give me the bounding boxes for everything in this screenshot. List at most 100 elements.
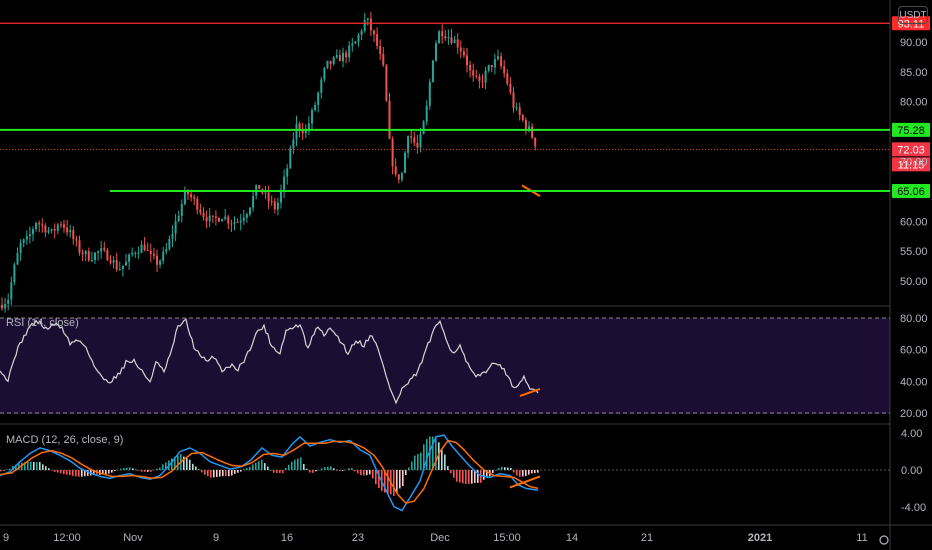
candle-body	[165, 249, 168, 252]
macd-histogram-bar	[219, 470, 221, 477]
candle-body	[360, 30, 363, 35]
macd-histogram-bar	[477, 470, 479, 483]
macd-histogram-bar	[51, 470, 53, 471]
macd-histogram-bar	[105, 470, 107, 474]
candle-body	[190, 194, 193, 198]
macd-histogram-bar	[405, 470, 407, 475]
candle-body	[450, 37, 453, 44]
macd-histogram-bar	[450, 470, 452, 474]
candle-body	[286, 168, 289, 177]
macd-histogram-bar	[447, 466, 449, 470]
macd-histogram-bar	[84, 470, 86, 477]
candle-body	[407, 136, 410, 153]
candle-body	[292, 139, 295, 149]
macd-histogram-bar	[72, 470, 74, 476]
candle-body	[78, 240, 81, 253]
horizontal-levels[interactable]	[0, 22, 890, 193]
candle-body	[307, 123, 310, 131]
macd-histogram-bar	[54, 470, 56, 472]
candle-body	[10, 282, 13, 300]
macd-histogram-bar	[279, 470, 281, 474]
candle-body	[466, 55, 468, 66]
macd-histogram-bar	[111, 470, 113, 473]
price-tick-label: 90.00	[900, 37, 928, 49]
macd-histogram-bar	[141, 470, 143, 472]
rsi-tick-label: 60.00	[900, 345, 928, 357]
candle-body	[521, 115, 524, 121]
macd-histogram-bar	[285, 467, 287, 470]
candle-body	[338, 55, 341, 62]
rsi-tick-label: 20.00	[900, 408, 928, 420]
time-axis-label: 15:00	[493, 532, 521, 544]
macd-title[interactable]: MACD (12, 26, close, 9)	[6, 434, 123, 446]
candle-body	[379, 45, 382, 55]
time-axis-label: 9	[3, 532, 9, 544]
macd-histogram-bar	[69, 470, 71, 476]
candle-body	[273, 201, 276, 210]
candle-body	[208, 215, 211, 222]
candle-body	[149, 250, 152, 255]
candle-body	[81, 252, 84, 255]
macd-histogram-bar	[429, 436, 431, 470]
candle-body	[478, 76, 481, 82]
candle-body	[503, 66, 506, 74]
time-axis-label: 14	[566, 532, 578, 544]
rsi-pane[interactable]	[0, 318, 541, 405]
candle-body	[177, 216, 180, 222]
candle-body	[187, 190, 189, 195]
macd-histogram-bar	[510, 467, 512, 470]
macd-histogram-bar	[213, 470, 215, 478]
macd-histogram-bar	[240, 470, 242, 472]
candle-body	[75, 239, 78, 241]
gear-icon[interactable]	[879, 535, 889, 545]
candle-body	[193, 197, 196, 199]
candle-body	[258, 184, 261, 190]
macd-histogram-bar	[393, 470, 395, 496]
macd-histogram-bar	[27, 461, 29, 470]
macd-histogram-bar	[456, 470, 458, 482]
macd-histogram-bar	[351, 468, 353, 470]
rsi-title[interactable]: RSI (14, close)	[6, 317, 79, 329]
candle-body	[462, 51, 465, 56]
candle-body	[447, 37, 450, 39]
candle-body	[345, 52, 348, 58]
macd-histogram-bar	[303, 463, 305, 470]
rsi-band	[0, 318, 890, 414]
candle-body	[397, 174, 400, 180]
macd-histogram-bar	[483, 470, 485, 480]
macd-histogram-bar	[378, 470, 380, 489]
candle-body	[109, 260, 112, 263]
rsi-line	[0, 318, 539, 405]
macd-histogram-bar	[525, 470, 527, 476]
candle-body	[97, 251, 100, 253]
rsi-tick-label: 40.00	[900, 376, 928, 388]
rsi-divergence-trendline[interactable]	[519, 387, 541, 397]
candle-body	[369, 18, 372, 31]
macd-histogram-bar	[159, 467, 161, 470]
macd-pane[interactable]	[0, 434, 890, 512]
candle-body	[121, 265, 124, 269]
candle-body	[205, 217, 208, 222]
macd-histogram-bar	[36, 462, 38, 470]
time-axis-label: Dec	[430, 532, 450, 544]
currency-button[interactable]: USDT	[898, 6, 928, 24]
macd-histogram-bar	[39, 462, 41, 470]
time-axis-label: Nov	[123, 532, 143, 544]
price-level-label: 65.06	[897, 186, 925, 198]
macd-histogram-bar	[75, 470, 77, 477]
candle-body	[506, 73, 509, 84]
macd-histogram-bar	[231, 470, 233, 476]
macd-histogram-bar	[78, 470, 80, 477]
macd-histogram-bar	[6, 469, 8, 471]
time-axis-label: 23	[352, 532, 364, 544]
price-pane[interactable]	[1, 11, 541, 313]
candle-body	[314, 104, 317, 111]
macd-histogram-bar	[192, 463, 194, 470]
candle-body	[298, 123, 301, 131]
macd-tick-label: 0.00	[901, 465, 922, 477]
candle-body	[335, 55, 338, 58]
candle-body	[524, 120, 527, 130]
macd-divergence-trendline[interactable]	[509, 475, 541, 489]
candle-body	[329, 60, 332, 65]
